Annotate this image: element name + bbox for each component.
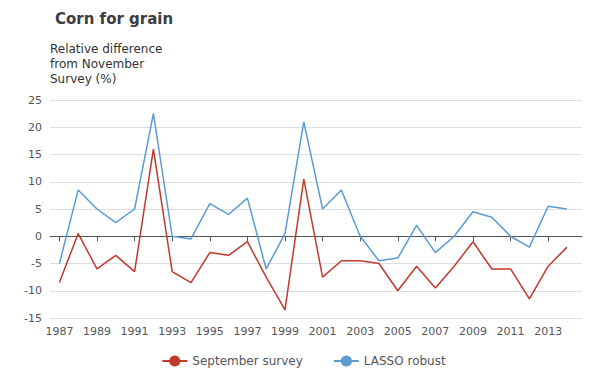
svg-text:-5: -5: [31, 257, 42, 270]
svg-text:2007: 2007: [421, 325, 449, 338]
svg-text:1993: 1993: [158, 325, 186, 338]
svg-text:2013: 2013: [534, 325, 562, 338]
svg-text:Relative difference: Relative difference: [50, 42, 162, 56]
svg-text:1995: 1995: [196, 325, 224, 338]
svg-text:1999: 1999: [271, 325, 299, 338]
svg-text:5: 5: [35, 203, 42, 216]
svg-text:Survey (%): Survey (%): [50, 72, 116, 86]
svg-text:2009: 2009: [459, 325, 487, 338]
svg-text:-10: -10: [24, 284, 42, 297]
svg-text:2005: 2005: [384, 325, 412, 338]
svg-text:2003: 2003: [346, 325, 374, 338]
svg-text:1987: 1987: [45, 325, 73, 338]
svg-text:10: 10: [28, 175, 42, 188]
svg-text:LASSO robust: LASSO robust: [364, 354, 446, 368]
svg-text:20: 20: [28, 121, 42, 134]
svg-text:0: 0: [35, 230, 42, 243]
svg-text:-15: -15: [24, 312, 42, 325]
svg-text:1991: 1991: [121, 325, 149, 338]
svg-text:25: 25: [28, 94, 42, 107]
svg-text:from November: from November: [50, 57, 144, 71]
svg-text:September survey: September survey: [192, 354, 303, 368]
svg-text:Corn for grain: Corn for grain: [55, 10, 173, 28]
svg-text:1997: 1997: [233, 325, 261, 338]
svg-text:15: 15: [28, 148, 42, 161]
svg-text:2001: 2001: [309, 325, 337, 338]
svg-text:2011: 2011: [497, 325, 525, 338]
svg-text:1989: 1989: [83, 325, 111, 338]
